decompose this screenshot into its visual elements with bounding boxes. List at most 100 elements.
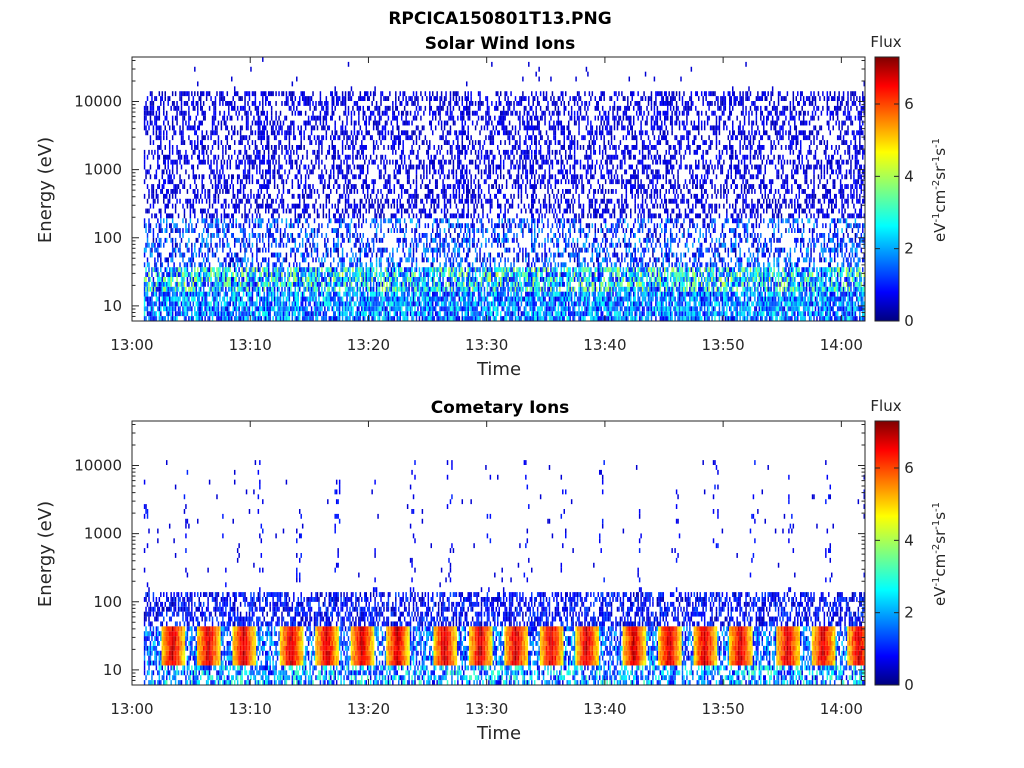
heatmap-cell [168,223,171,229]
heatmap-cell [306,267,308,273]
heatmap-cell [236,179,239,185]
heatmap-cell [233,291,236,297]
heatmap-cell [439,316,441,321]
heatmap-cell [179,233,181,238]
heatmap-cell [335,272,338,277]
heatmap-cell [275,316,277,321]
heatmap-cell [443,208,446,214]
heatmap-cell [340,164,342,170]
heatmap-cell [275,281,277,287]
heatmap-cell [201,174,203,180]
heatmap-cell [384,267,387,273]
heatmap-cell [406,169,409,175]
heatmap-cell [316,125,319,131]
heatmap-cell [358,286,360,292]
heatmap-cell [448,272,450,277]
heatmap-cell [296,218,298,224]
heatmap-cell [328,193,331,199]
heatmap-cell [304,208,307,214]
heatmap-cell [434,291,437,297]
heatmap-cell [199,96,202,101]
heatmap-cell [337,252,339,258]
heatmap-cell [312,267,314,273]
heatmap-cell [214,291,217,297]
heatmap-cell [189,306,192,312]
heatmap-cell [369,257,372,263]
heatmap-cell [335,291,338,297]
heatmap-cell [303,208,305,214]
heatmap-cell [238,164,240,170]
heatmap-cell [455,301,458,307]
heatmap-cell [251,316,254,321]
heatmap-cell [284,154,286,160]
heatmap-cell [179,228,181,233]
heatmap-cell [346,159,348,165]
heatmap-cell [443,267,446,273]
heatmap-cell [250,311,252,317]
heatmap-cell [152,281,155,287]
heatmap-cell [451,154,453,160]
heatmap-cell [402,281,404,287]
heatmap-cell [432,272,434,277]
heatmap-cell [409,311,412,317]
heatmap-cell [411,218,413,224]
heatmap-cell [164,281,166,287]
heatmap-cell [424,277,427,282]
heatmap-cell [189,115,192,121]
heatmap-cell [420,198,422,204]
heatmap-cell [338,291,341,297]
heatmap-cell [414,110,416,116]
heatmap-cell [310,228,313,233]
heatmap-cell [433,159,435,165]
heatmap-cell [300,125,302,131]
heatmap-cell [448,267,450,273]
heatmap-cell [334,86,336,92]
heatmap-cell [432,267,434,273]
heatmap-cell [185,198,187,204]
heatmap-cell [374,311,376,317]
heatmap-cell [454,213,456,219]
heatmap-cell [211,247,214,253]
heatmap-cell [421,233,424,238]
heatmap-cell [393,228,396,233]
heatmap-cell [161,316,164,321]
heatmap-cell [278,272,280,277]
heatmap-cell [332,277,335,282]
heatmap-cell [281,306,283,312]
heatmap-cell [392,115,394,121]
heatmap-cell [423,311,425,317]
heatmap-cell [439,306,441,312]
heatmap-cell [220,203,223,209]
heatmap-cell [279,296,282,302]
heatmap-cell [270,277,273,282]
heatmap-cell [198,316,200,321]
heatmap-cell [205,198,208,204]
heatmap-cell [262,233,264,238]
heatmap-cell [201,242,203,248]
heatmap-cell [434,115,437,121]
heatmap-cell [352,311,354,317]
heatmap-cell [272,316,274,321]
heatmap-cell [281,174,283,180]
heatmap-cell [207,277,209,282]
heatmap-cell [179,96,181,101]
heatmap-cell [353,291,356,297]
heatmap-cell [232,193,234,199]
heatmap-cell [294,277,297,282]
heatmap-cell [334,242,336,248]
heatmap-cell [406,316,409,321]
heatmap-cell [260,272,263,277]
heatmap-cell [403,267,406,273]
heatmap-cell [366,164,369,170]
heatmap-cell [254,145,257,150]
heatmap-cell [210,281,212,287]
heatmap-cell [281,277,283,282]
heatmap-cell [389,189,391,194]
heatmap-cell [171,306,174,312]
heatmap-cell [245,267,248,273]
heatmap-cell [229,257,232,263]
heatmap-cell [180,164,183,170]
heatmap-cell [250,301,252,307]
heatmap-cell [263,306,266,312]
heatmap-cell [217,301,220,307]
